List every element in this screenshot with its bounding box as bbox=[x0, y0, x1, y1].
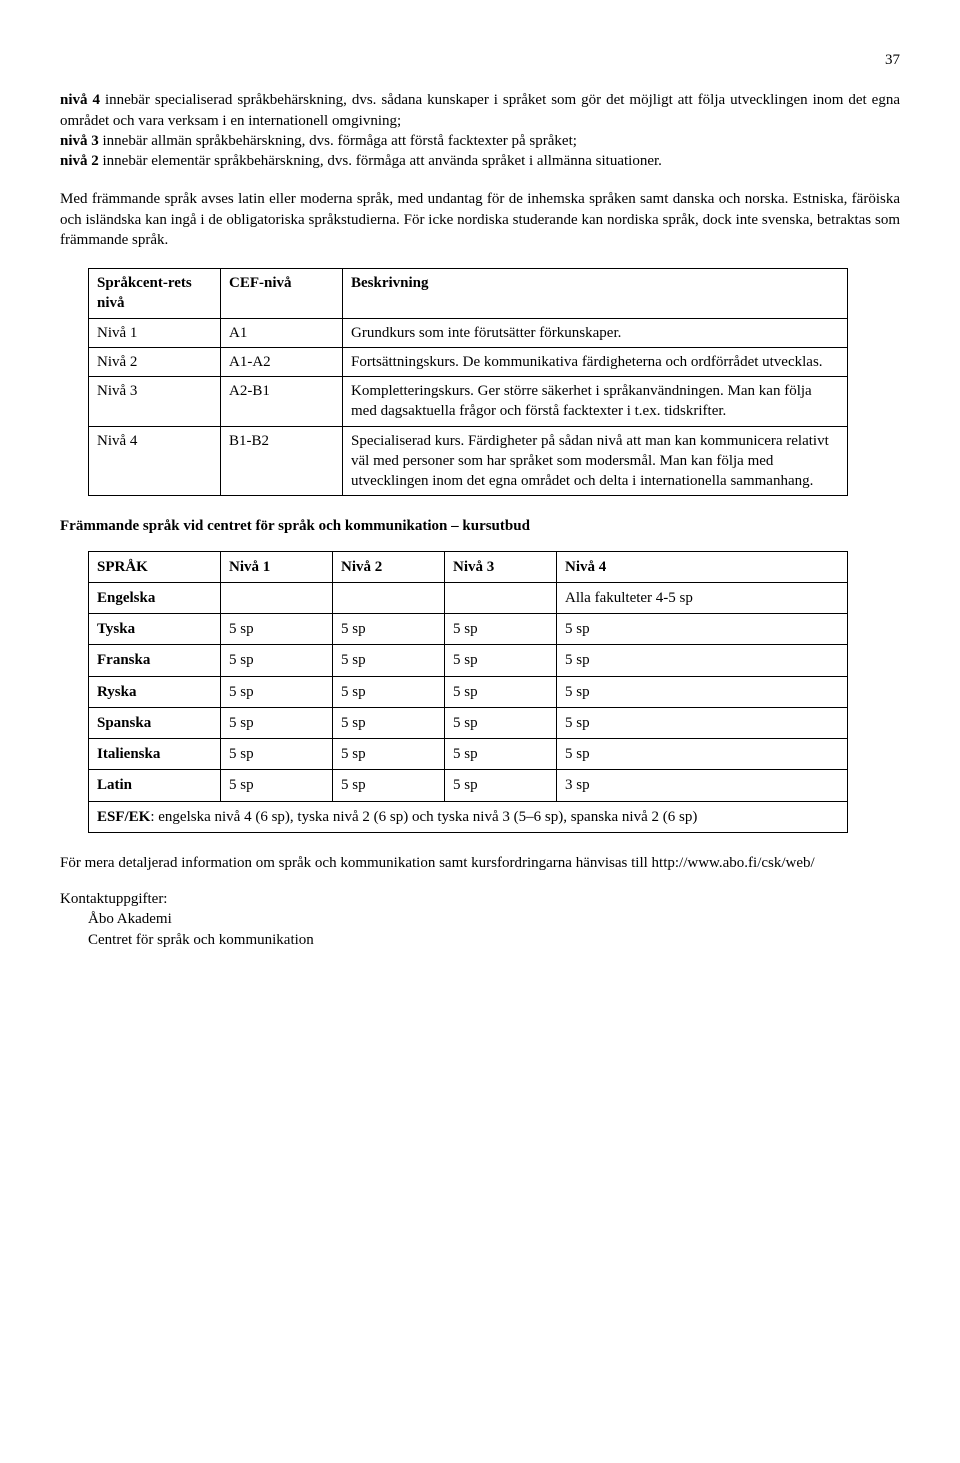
table-cell: Nivå 2 bbox=[89, 347, 221, 376]
contact-label: Kontaktuppgifter: bbox=[60, 889, 900, 909]
table-cell: 5 sp bbox=[445, 614, 557, 645]
level3-text: innebär allmän språkbehärskning, dvs. fö… bbox=[99, 133, 577, 149]
levels-header-1: Språkcent-rets nivå bbox=[89, 269, 221, 319]
level2-label: nivå 2 bbox=[60, 153, 99, 169]
level3-label: nivå 3 bbox=[60, 133, 99, 149]
footer-note: För mera detaljerad information om språk… bbox=[60, 853, 900, 873]
table-cell: Kompletteringskurs. Ger större säkerhet … bbox=[343, 377, 848, 427]
contact-line-1: Åbo Akademi bbox=[60, 909, 900, 929]
table-cell: Engelska bbox=[89, 582, 221, 613]
table-cell: Tyska bbox=[89, 614, 221, 645]
table-cell bbox=[333, 582, 445, 613]
level2-text: innebär elementär språkbehärskning, dvs.… bbox=[99, 153, 662, 169]
courses-header-5: Nivå 4 bbox=[557, 551, 848, 582]
levels-header-2: CEF-nivå bbox=[221, 269, 343, 319]
footer-rest: : engelska nivå 4 (6 sp), tyska nivå 2 (… bbox=[150, 809, 697, 825]
table-cell bbox=[445, 582, 557, 613]
table-cell: B1-B2 bbox=[221, 426, 343, 496]
level4-text: innebär specialiserad språkbehärskning, … bbox=[60, 92, 900, 128]
section-heading: Främmande språk vid centret för språk oc… bbox=[60, 516, 900, 536]
table-cell: 5 sp bbox=[221, 707, 333, 738]
levels-header-3: Beskrivning bbox=[343, 269, 848, 319]
table-cell: Alla fakulteter 4-5 sp bbox=[557, 582, 848, 613]
table-cell: A2-B1 bbox=[221, 377, 343, 427]
table-cell: 5 sp bbox=[333, 676, 445, 707]
courses-header-4: Nivå 3 bbox=[445, 551, 557, 582]
table-cell: 5 sp bbox=[557, 707, 848, 738]
table-cell: Latin bbox=[89, 770, 221, 801]
table-cell: 5 sp bbox=[445, 676, 557, 707]
levels-table: Språkcent-rets nivå CEF-nivå Beskrivning… bbox=[88, 268, 848, 496]
contact-line-2: Centret för språk och kommunikation bbox=[60, 930, 900, 950]
contact-block: Kontaktuppgifter: Åbo Akademi Centret fö… bbox=[60, 889, 900, 950]
table-cell: 5 sp bbox=[557, 739, 848, 770]
table-cell: 5 sp bbox=[445, 739, 557, 770]
table-cell: 5 sp bbox=[445, 770, 557, 801]
level4-label: nivå 4 bbox=[60, 92, 100, 108]
table-cell: 5 sp bbox=[333, 614, 445, 645]
paragraph-levels: nivå 4 innebär specialiserad språkbehärs… bbox=[60, 90, 900, 171]
page-number: 37 bbox=[60, 50, 900, 70]
table-cell: Franska bbox=[89, 645, 221, 676]
table-cell: 5 sp bbox=[333, 707, 445, 738]
table-cell: 5 sp bbox=[557, 676, 848, 707]
table-cell: Spanska bbox=[89, 707, 221, 738]
courses-header-2: Nivå 1 bbox=[221, 551, 333, 582]
table-cell: 5 sp bbox=[221, 739, 333, 770]
table-cell: 5 sp bbox=[445, 645, 557, 676]
table-cell: Nivå 4 bbox=[89, 426, 221, 496]
table-cell: 5 sp bbox=[333, 770, 445, 801]
table-cell: Specialiserad kurs. Färdigheter på sådan… bbox=[343, 426, 848, 496]
table-cell: 3 sp bbox=[557, 770, 848, 801]
courses-table: SPRÅK Nivå 1 Nivå 2 Nivå 3 Nivå 4 Engels… bbox=[88, 551, 848, 833]
table-cell: 5 sp bbox=[445, 707, 557, 738]
table-cell: 5 sp bbox=[221, 645, 333, 676]
courses-header-3: Nivå 2 bbox=[333, 551, 445, 582]
table-footer-cell: ESF/EK: engelska nivå 4 (6 sp), tyska ni… bbox=[89, 801, 848, 832]
paragraph-languages: Med främmande språk avses latin eller mo… bbox=[60, 189, 900, 250]
table-cell: Fortsättningskurs. De kommunikativa färd… bbox=[343, 347, 848, 376]
table-cell: 5 sp bbox=[221, 676, 333, 707]
table-cell: A1-A2 bbox=[221, 347, 343, 376]
table-cell: A1 bbox=[221, 318, 343, 347]
table-cell: Grundkurs som inte förutsätter förkunska… bbox=[343, 318, 848, 347]
footer-bold: ESF/EK bbox=[97, 809, 150, 825]
table-cell bbox=[221, 582, 333, 613]
table-cell: Nivå 1 bbox=[89, 318, 221, 347]
table-cell: 5 sp bbox=[557, 645, 848, 676]
table-cell: 5 sp bbox=[221, 770, 333, 801]
table-cell: Ryska bbox=[89, 676, 221, 707]
table-cell: 5 sp bbox=[557, 614, 848, 645]
table-cell: Italienska bbox=[89, 739, 221, 770]
table-cell: Nivå 3 bbox=[89, 377, 221, 427]
courses-header-1: SPRÅK bbox=[89, 551, 221, 582]
table-cell: 5 sp bbox=[333, 645, 445, 676]
table-cell: 5 sp bbox=[221, 614, 333, 645]
table-cell: 5 sp bbox=[333, 739, 445, 770]
